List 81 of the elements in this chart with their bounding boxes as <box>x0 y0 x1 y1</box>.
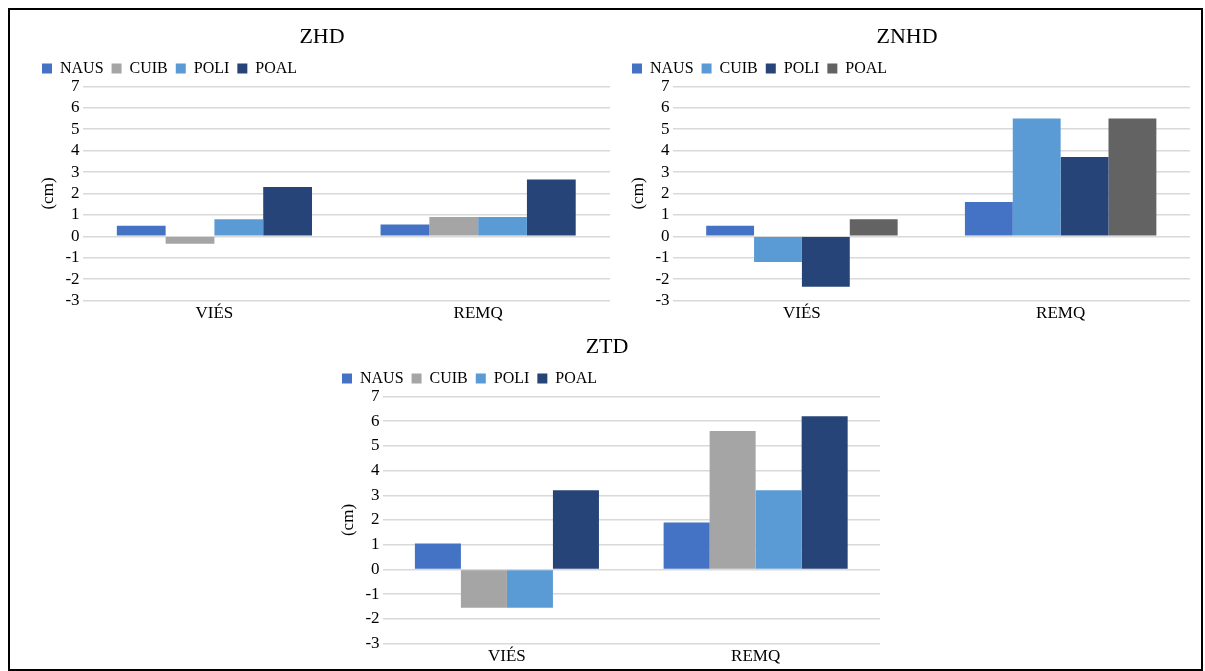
x-tick-label: REMQ <box>1036 303 1086 323</box>
y-tick-label: 6 <box>661 97 670 117</box>
bar <box>380 224 430 236</box>
x-tick-label: VIÉS <box>488 646 526 666</box>
chart-title: ZHD <box>299 22 345 48</box>
legend-label: POAL <box>255 58 298 76</box>
legend-label: CUIB <box>719 58 758 76</box>
bar <box>706 225 755 236</box>
y-tick-label: 0 <box>661 225 670 245</box>
y-tick-label: 5 <box>71 118 80 138</box>
y-tick-label: 3 <box>71 161 80 181</box>
legend-label: POLI <box>193 58 230 76</box>
bar <box>663 522 710 569</box>
y-tick-label: 1 <box>371 534 380 554</box>
bar <box>214 219 264 236</box>
bar <box>755 490 802 569</box>
bar <box>526 179 576 236</box>
y-tick-label: 4 <box>371 460 381 480</box>
bar <box>1012 118 1061 236</box>
x-tick-label: VIÉS <box>783 303 821 323</box>
x-tick-label: REMQ <box>731 646 781 666</box>
legend-label: POAL <box>845 58 888 76</box>
y-tick-label: -1 <box>65 247 80 267</box>
bar <box>1060 157 1109 236</box>
legend-label: POAL <box>555 368 598 386</box>
chart-title: ZNHD <box>876 22 938 48</box>
bar <box>414 543 461 569</box>
bar <box>429 217 479 236</box>
y-tick-label: 3 <box>661 161 670 181</box>
legend-label: POLI <box>783 58 820 76</box>
bar <box>1108 118 1157 236</box>
y-tick-label: -2 <box>65 268 80 288</box>
bar <box>116 225 166 236</box>
y-tick-label: -2 <box>365 608 380 628</box>
y-tick-label: 0 <box>371 558 380 578</box>
legend-label: NAUS <box>650 58 694 76</box>
bar <box>801 416 848 569</box>
y-tick-label: 1 <box>71 204 80 224</box>
y-tick-label: -3 <box>655 290 670 310</box>
bar <box>263 187 312 236</box>
y-tick-label: 0 <box>71 225 80 245</box>
y-tick-label: 1 <box>661 204 670 224</box>
y-tick-label: 7 <box>661 75 671 95</box>
bar <box>460 570 507 608</box>
bar <box>709 431 756 569</box>
x-tick-label: VIÉS <box>195 303 234 323</box>
y-axis-title: (cm) <box>337 503 357 537</box>
legend-label: POLI <box>493 368 530 386</box>
bar <box>506 570 553 608</box>
y-tick-label: 5 <box>661 118 670 138</box>
y-tick-label: 6 <box>71 97 80 117</box>
y-tick-label: 2 <box>661 182 670 202</box>
bar <box>964 202 1013 236</box>
legend-label: CUIB <box>129 58 168 76</box>
y-tick-label: -2 <box>655 268 670 288</box>
y-tick-label: 7 <box>371 385 381 405</box>
y-tick-label: 5 <box>371 435 380 455</box>
legend-label: NAUS <box>360 368 404 386</box>
y-axis-title: (cm) <box>37 177 57 210</box>
y-tick-label: 4 <box>661 140 671 160</box>
y-tick-label: 6 <box>371 410 380 430</box>
y-tick-label: -1 <box>365 583 380 603</box>
y-tick-label: 7 <box>71 75 81 95</box>
bar <box>165 237 215 244</box>
y-tick-label: 2 <box>371 509 380 529</box>
y-tick-label: -3 <box>65 290 80 310</box>
y-axis-title: (cm) <box>627 177 647 210</box>
y-tick-label: 2 <box>71 182 80 202</box>
bar <box>478 217 527 236</box>
y-tick-label: -3 <box>365 633 380 653</box>
bar <box>552 490 599 569</box>
legend-label: NAUS <box>60 58 104 76</box>
y-tick-label: 3 <box>371 484 380 504</box>
y-tick-label: 4 <box>71 140 81 160</box>
bar <box>801 237 850 287</box>
x-tick-label: REMQ <box>453 303 503 323</box>
legend-label: CUIB <box>429 368 468 386</box>
bar <box>849 219 898 236</box>
y-tick-label: -1 <box>655 247 670 267</box>
bar <box>754 237 802 263</box>
chart-title: ZTD <box>585 332 629 358</box>
